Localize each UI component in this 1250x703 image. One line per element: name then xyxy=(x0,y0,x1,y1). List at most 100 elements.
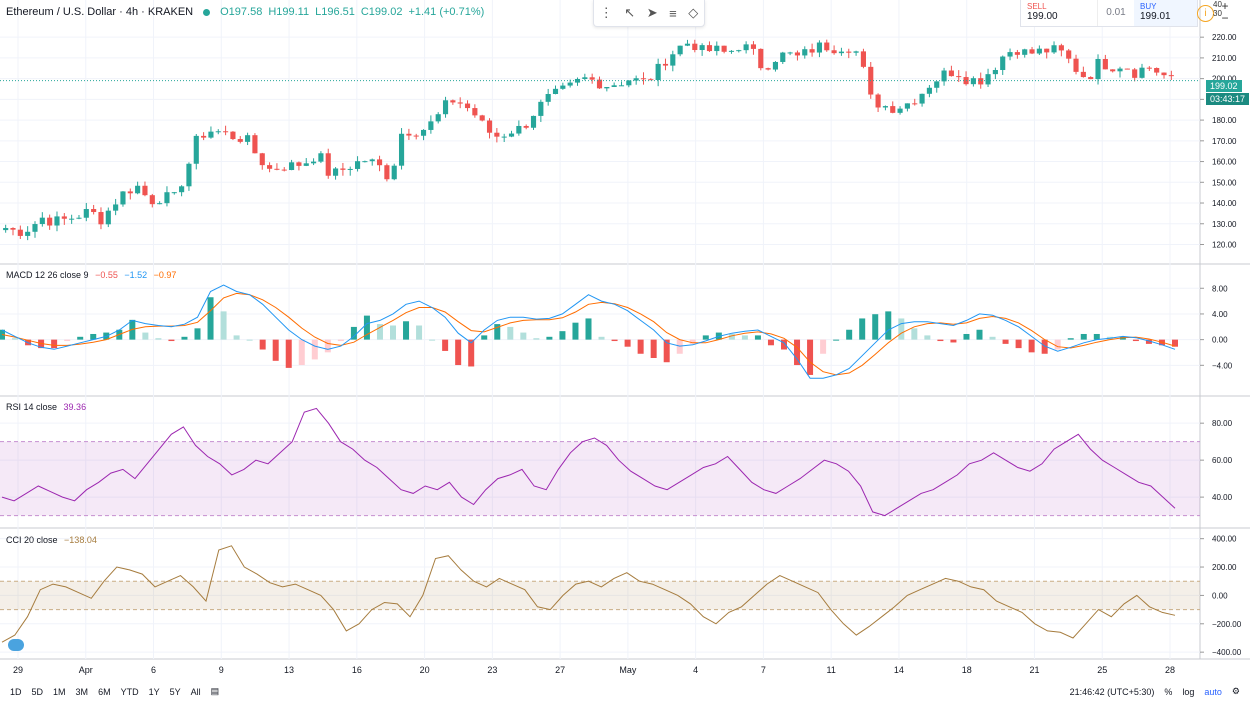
symbol-title[interactable]: Ethereum / U.S. Dollar · 4h · KRAKEN xyxy=(6,6,194,18)
candle-body xyxy=(655,63,661,80)
candle-body xyxy=(670,54,676,66)
auto-toggle[interactable]: auto xyxy=(1204,686,1222,697)
cci-legend[interactable]: CCI 20 close −138.04 xyxy=(6,535,97,545)
drag-handle-icon[interactable]: ⋮ xyxy=(599,5,613,20)
candle-body xyxy=(904,103,910,109)
candle-body xyxy=(1058,45,1064,51)
cursor-icon[interactable]: ↖ xyxy=(624,5,636,20)
timeframe-1d[interactable]: 1D xyxy=(10,686,22,697)
timeframe-5y[interactable]: 5Y xyxy=(169,686,181,697)
timeframe-ytd[interactable]: YTD xyxy=(120,686,139,697)
candle-body xyxy=(259,153,265,166)
y-tick-label: 150.00 xyxy=(1212,178,1237,187)
info-icon[interactable]: i xyxy=(1197,5,1214,22)
macd-histogram-bar xyxy=(1015,339,1022,349)
x-tick-label: 29 xyxy=(13,665,23,675)
x-tick-label: 18 xyxy=(962,665,972,675)
candle-body xyxy=(970,78,976,85)
macd-histogram-bar xyxy=(546,336,553,340)
macd-histogram-bar xyxy=(64,339,71,342)
macd-histogram-bar xyxy=(168,339,175,342)
y-tick-label: 140.00 xyxy=(1212,199,1237,208)
candle-body xyxy=(186,163,192,187)
candle-body xyxy=(780,52,786,62)
y-tick-label: 60.00 xyxy=(1212,456,1233,465)
macd-histogram-bar xyxy=(77,336,84,340)
y-tick-label: 180.00 xyxy=(1212,116,1237,125)
macd-signal-line xyxy=(1,292,1176,376)
candle-body xyxy=(201,135,207,138)
x-tick-label: 13 xyxy=(284,665,294,675)
candle-body xyxy=(882,106,888,108)
timeframe-5d[interactable]: 5D xyxy=(31,686,44,697)
percent-toggle[interactable]: % xyxy=(1164,686,1173,697)
candle-body xyxy=(61,216,67,219)
macd-histogram-bar xyxy=(1028,339,1035,353)
clock[interactable]: 21:46:42 (UTC+5:30) xyxy=(1069,686,1155,697)
rsi-line xyxy=(1,407,1176,517)
lines-tool-icon[interactable]: ≡ xyxy=(669,5,677,21)
zoom-out-icon[interactable]: − xyxy=(1221,11,1229,25)
candle-body xyxy=(948,70,954,77)
market-status-icon xyxy=(203,8,211,16)
candle-body xyxy=(1066,50,1072,59)
candle-body xyxy=(794,52,801,56)
candle-body xyxy=(824,42,830,51)
date-range-icon[interactable]: ▤ xyxy=(210,686,220,696)
candle-body xyxy=(699,45,705,51)
timeframe-6m[interactable]: 6M xyxy=(98,686,111,697)
candle-body xyxy=(157,203,163,205)
rsi-legend[interactable]: RSI 14 close 39.36 xyxy=(6,402,87,412)
y-tick-label: 200.00 xyxy=(1212,75,1237,84)
macd-histogram-bar xyxy=(898,318,905,340)
ohlc-change: +1.41 (+0.71%) xyxy=(408,6,485,18)
timeframe-1y[interactable]: 1Y xyxy=(148,686,160,697)
candle-body xyxy=(435,114,441,122)
candle-body xyxy=(376,159,383,166)
candle-body xyxy=(1095,58,1101,80)
y-tick-label: 80.00 xyxy=(1212,419,1233,428)
macd-histogram-bar xyxy=(233,335,240,340)
settings-icon[interactable]: ⚙ xyxy=(1231,686,1240,696)
timeframe-1m[interactable]: 1M xyxy=(53,686,66,697)
candle-body xyxy=(1117,68,1123,72)
last-price-tag: 199.02 xyxy=(1206,80,1242,92)
sell-button[interactable]: SELL 199.00 xyxy=(1021,0,1098,26)
candle-body xyxy=(113,204,119,211)
candle-body xyxy=(39,217,45,225)
macd-histogram-bar xyxy=(220,311,227,340)
ohlc-low: L196.51 xyxy=(315,6,355,18)
macd-histogram-bar xyxy=(859,318,866,340)
candle-body xyxy=(1154,68,1160,73)
candle-body xyxy=(274,168,280,170)
candle-body xyxy=(919,93,925,104)
ohlc-high: H199.11 xyxy=(268,6,310,18)
x-tick-label: 9 xyxy=(219,665,224,675)
log-toggle[interactable]: log xyxy=(1182,686,1195,697)
candle-body xyxy=(523,125,529,128)
y-tick-label: −4.00 xyxy=(1212,361,1233,370)
candle-body xyxy=(1014,52,1020,55)
y-tick-label: 40.00 xyxy=(1212,493,1233,502)
eraser-icon[interactable]: ◇ xyxy=(688,5,699,20)
zoom-in-icon[interactable]: + xyxy=(1221,0,1229,13)
macd-histogram-bar xyxy=(246,339,253,341)
macd-histogram-bar xyxy=(1093,333,1100,340)
arrow-tool-icon[interactable]: ➤ xyxy=(646,5,658,20)
timeframe-3m[interactable]: 3M xyxy=(75,686,89,697)
candle-body xyxy=(956,76,962,78)
candle-body xyxy=(677,45,683,55)
buy-button[interactable]: BUY 199.01 xyxy=(1134,0,1197,26)
countdown-tag: 03:43:17 xyxy=(1206,93,1250,105)
candle-body xyxy=(684,43,691,46)
macd-histogram-bar xyxy=(337,339,344,342)
cloud-icon[interactable] xyxy=(8,639,24,651)
macd-legend[interactable]: MACD 12 26 close 9 −0.55 −1.52 −0.97 xyxy=(6,270,177,280)
candle-body xyxy=(816,42,823,53)
timeframe-all[interactable]: All xyxy=(190,686,201,697)
macd-histogram-bar xyxy=(872,314,879,340)
macd-histogram-bar xyxy=(481,335,488,340)
candle-body xyxy=(303,163,309,166)
x-tick-label: 16 xyxy=(352,665,362,675)
